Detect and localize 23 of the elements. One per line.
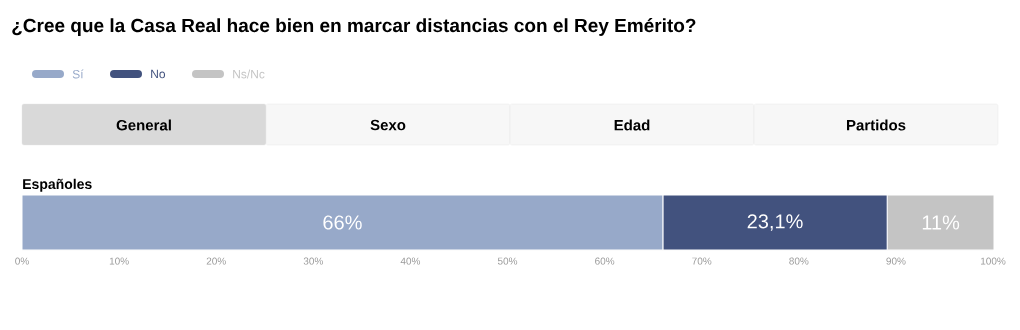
x-tick-label: 90%: [886, 257, 906, 265]
x-tick-label: 10%: [109, 257, 129, 265]
chart-title: ¿Cree que la Casa Real hace bien en marcar distancias con el Rey Emérito?: [12, 18, 696, 36]
y-tick-label: Españoles: [23, 178, 92, 192]
x-tick-label: 60%: [595, 257, 615, 265]
data-label: 23,1%: [747, 214, 803, 231]
text: Partidos: [847, 119, 906, 131]
x-tick-label: 20%: [206, 257, 226, 265]
data-label: 66%: [323, 215, 362, 230]
x-tick-label: 30%: [303, 257, 323, 265]
text: General: [116, 119, 171, 131]
x-tick-label: 70%: [692, 257, 712, 265]
legend-label: Ns/Nc: [233, 69, 265, 79]
text: Sexo: [370, 119, 406, 131]
x-tick-label: 0%: [15, 257, 29, 265]
x-tick-label: 40%: [400, 257, 421, 265]
data-label: 11%: [922, 215, 960, 230]
x-tick-label: 100%: [980, 257, 1006, 265]
x-tick-label: 80%: [789, 257, 809, 265]
text: Edad: [614, 119, 650, 131]
legend-label: No: [151, 69, 166, 79]
text: Sí: [72, 69, 84, 79]
x-tick-label: 50%: [497, 257, 518, 265]
